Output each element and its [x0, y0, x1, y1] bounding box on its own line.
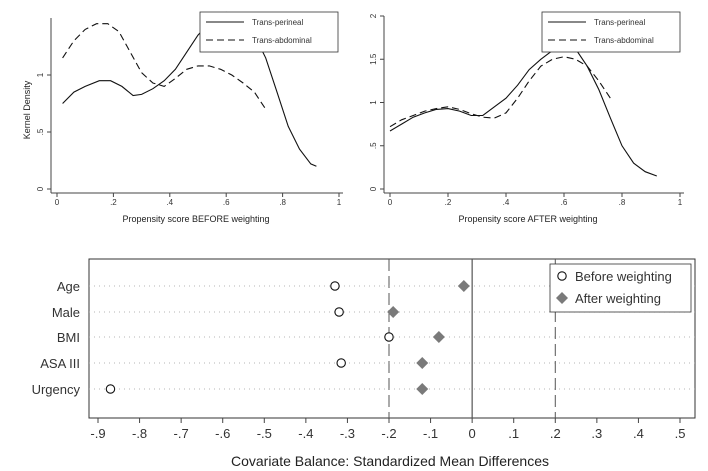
- x-tick-label-balance: -.7: [174, 426, 189, 441]
- legend-swatch-before: [557, 271, 567, 281]
- after-weighting-marker: [416, 383, 429, 395]
- x-tick-label-after: .4: [503, 198, 510, 207]
- y-tick-label-after: 2: [369, 13, 378, 18]
- category-label: BMI: [57, 330, 80, 345]
- legend-label-before: Before weighting: [575, 269, 672, 284]
- x-tick-label-balance: -.8: [132, 426, 147, 441]
- x-tick-label-balance: -.6: [215, 426, 230, 441]
- category-label: Urgency: [32, 382, 81, 397]
- x-tick-label-balance: .2: [550, 426, 561, 441]
- category-label: Age: [57, 279, 80, 294]
- legend-label-before: Trans-perineal: [252, 18, 304, 27]
- x-tick-label-balance: .4: [633, 426, 644, 441]
- x-axis-label-after: Propensity score AFTER weighting: [458, 214, 597, 224]
- x-tick-label-balance: .3: [591, 426, 602, 441]
- after-weighting-marker: [432, 331, 445, 343]
- trans-abdominal-line-after: [389, 56, 611, 128]
- trans-perineal-line-before: [62, 11, 317, 167]
- trans-perineal-line-after: [389, 41, 657, 177]
- x-axis-label-before: Propensity score BEFORE weighting: [122, 214, 269, 224]
- before-weighting-marker: [334, 307, 344, 317]
- y-tick-label-before: 0: [36, 186, 45, 191]
- x-tick-label-balance: -.3: [340, 426, 355, 441]
- legend-swatch-after: [556, 292, 568, 304]
- x-tick-label-balance: -.4: [298, 426, 313, 441]
- x-tick-label-balance: -.1: [423, 426, 438, 441]
- x-tick-label-before: .6: [223, 198, 230, 207]
- after-weighting-marker: [457, 280, 470, 292]
- x-tick-label-before: .2: [110, 198, 117, 207]
- x-tick-label-after: .2: [445, 198, 452, 207]
- x-tick-label-before: .8: [279, 198, 286, 207]
- x-tick-label-before: .4: [166, 198, 173, 207]
- legend-label-after: Trans-perineal: [594, 18, 646, 27]
- before-weighting-marker: [105, 384, 116, 394]
- y-tick-label-after: .5: [369, 142, 378, 149]
- y-tick-label-after: 1.5: [369, 53, 378, 65]
- y-tick-label-before: 1: [36, 72, 45, 77]
- density-panel-after: Propensity score AFTER weighting 0 .2 .4 .6…: [369, 11, 684, 224]
- before-weighting-marker: [330, 281, 340, 291]
- y-tick-label-before: .5: [36, 128, 45, 135]
- legend-after: [541, 11, 681, 53]
- x-tick-label-balance: -.9: [90, 426, 105, 441]
- y-tick-label-after: 0: [369, 186, 378, 191]
- after-weighting-marker: [387, 306, 400, 318]
- category-label: Male: [52, 305, 80, 320]
- x-tick-label-after: .6: [561, 198, 568, 207]
- x-tick-label-balance: -.2: [381, 426, 396, 441]
- x-tick-label-after: 1: [678, 198, 683, 207]
- y-axis-label-before: Kernel Density: [22, 80, 32, 139]
- before-weighting-marker: [336, 358, 346, 368]
- x-tick-label-after: 0: [388, 198, 393, 207]
- y-tick-label-after: 1: [369, 100, 378, 105]
- legend-before: [199, 11, 339, 53]
- x-tick-label-before: 0: [55, 198, 60, 207]
- legend-label-after: Trans-abdominal: [594, 36, 654, 45]
- trans-abdominal-line-before: [62, 23, 267, 110]
- legend-balance: [549, 263, 692, 313]
- after-weighting-marker: [416, 357, 429, 369]
- x-tick-label-balance: 0: [469, 426, 476, 441]
- legend-label-after: After weighting: [575, 291, 661, 306]
- x-tick-label-balance: -.5: [257, 426, 272, 441]
- x-tick-label-balance: .5: [675, 426, 686, 441]
- density-panel-before: Kernel Density Propensity score BEFORE w…: [22, 11, 343, 224]
- balance-panel: Covariate Balance: Standardized Mean Dif…: [32, 258, 696, 469]
- x-tick-label-after: .8: [619, 198, 626, 207]
- before-weighting-marker: [384, 332, 394, 342]
- legend-label-before: Trans-abdominal: [252, 36, 312, 45]
- x-tick-label-balance: .1: [508, 426, 519, 441]
- category-label: ASA III: [40, 356, 80, 371]
- x-tick-label-before: 1: [337, 198, 342, 207]
- x-axis-label-balance: Covariate Balance: Standardized Mean Dif…: [231, 453, 549, 469]
